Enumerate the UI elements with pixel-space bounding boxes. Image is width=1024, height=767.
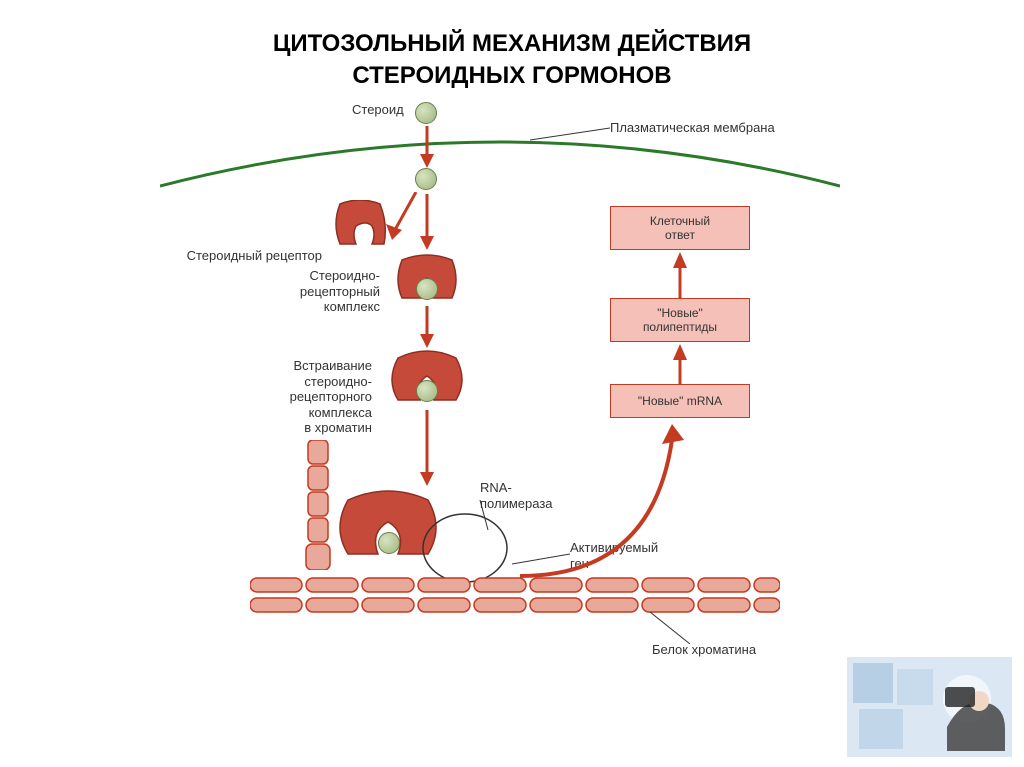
arrow-to-gene [418,410,436,486]
new-polypeptides-box: "Новые"полипептиды [610,298,750,342]
insertion-label: Встраиваниестероидно-рецепторногокомплек… [252,358,372,436]
arrow-up-1 [671,252,689,298]
arrow-gene-to-mrna [512,420,692,580]
chromatin-protein-leader [650,612,690,644]
steroid-receptor-complex-1 [396,254,458,307]
diagram-canvas: Стероид Плазматическая мембрана Стероидн… [120,100,880,720]
rna-polymerase-circle [420,510,510,586]
steroid-receptor-label: Стероидный рецептор [180,248,322,264]
corner-decorative-image [847,657,1012,757]
steroid-ball-2 [415,168,437,190]
plasma-membrane-label: Плазматическая мембрана [610,120,775,136]
chromatin-stack [298,440,338,570]
steroid-label: Стероид [352,102,404,118]
steroid-ball-1 [415,102,437,124]
plasma-membrane-arc [160,128,840,198]
plasma-membrane-leader [530,126,610,144]
arrow-steroid-entry [418,126,436,168]
chromatin-protein-label: Белок хроматина [652,642,756,658]
steroid-receptor-shape [332,200,388,248]
arrow-to-chromatin [418,306,436,348]
rna-polymerase-leader [478,500,490,530]
steroid-receptor-complex-2 [390,350,464,411]
page-title: ЦИТОЗОЛЬНЫЙ МЕХАНИЗМ ДЕЙСТВИЯСТЕРОИДНЫХ … [0,28,1024,93]
arrow-complex-form [418,194,436,250]
cellular-response-box: Клеточныйответ [610,206,750,250]
arrow-up-2 [671,344,689,384]
title-line1: ЦИТОЗОЛЬНЫЙ МЕХАНИЗМ ДЕЙСТВИЯСТЕРОИДНЫХ … [273,30,751,89]
chromatin-dna-row2 [250,596,780,614]
steroid-receptor-complex-label: Стероидно-рецепторныйкомплекс [270,268,380,315]
new-mrna-box: "Новые" mRNA [610,384,750,418]
